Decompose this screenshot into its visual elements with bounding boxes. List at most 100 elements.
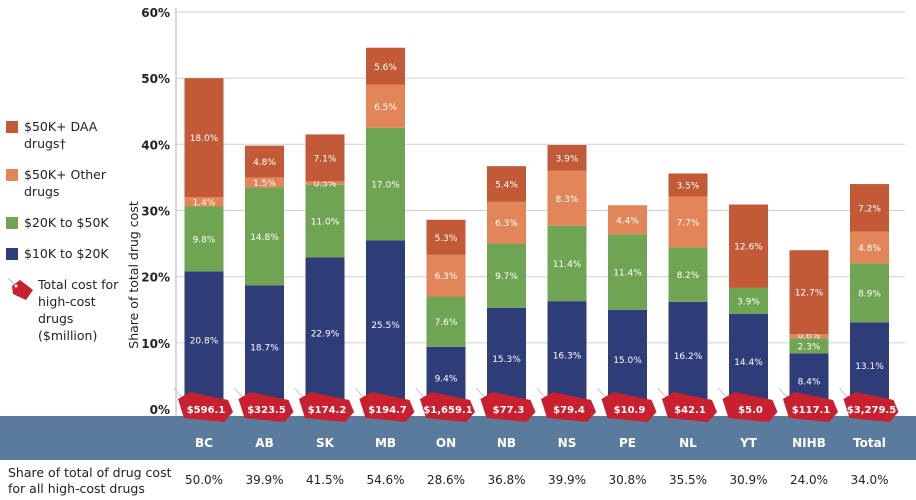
bar-segment-low [184, 271, 224, 416]
y-tick-label: 40% [141, 138, 170, 152]
cost-label: $10.9 [614, 405, 646, 416]
cost-label: $42.1 [674, 405, 706, 416]
data-label: 12.7% [795, 289, 824, 299]
legend-label: $50K+ Other drugs [24, 167, 106, 199]
data-label: 22.9% [311, 330, 340, 340]
category-label: MB [375, 436, 396, 450]
data-label: 6.3% [495, 219, 518, 229]
data-label: 0.5% [314, 180, 337, 190]
bar-segment-mid [789, 338, 829, 354]
legend-item-other: $50K+ Other drugs [6, 166, 124, 200]
cost-label: $323.5 [247, 405, 286, 416]
category-label: YT [739, 436, 758, 450]
data-label: 18.7% [250, 344, 279, 354]
bar-segment-mid [426, 296, 466, 347]
cost-label: $194.7 [368, 405, 407, 416]
bar-segment-mid [184, 206, 224, 272]
category-label: PE [619, 436, 636, 450]
data-label: 14.4% [734, 358, 763, 368]
data-label: 1.5% [253, 179, 276, 189]
y-tick-label: 60% [141, 6, 170, 20]
bar-segment-daa [850, 184, 889, 232]
bar-segment-daa [184, 78, 224, 198]
bar-segment-daa [305, 134, 345, 182]
price-tag [480, 392, 536, 422]
data-label: 16.2% [674, 352, 703, 362]
data-label: 9.8% [193, 235, 216, 245]
price-tag [420, 392, 475, 422]
legend-swatch [6, 248, 18, 260]
data-label: 20.8% [190, 337, 219, 347]
legend-swatch [6, 121, 18, 133]
y-tick-label: 50% [141, 72, 170, 86]
total-share-label: 24.0% [790, 473, 828, 487]
bar-segment-mid [547, 225, 587, 302]
data-label: 7.7% [677, 219, 700, 229]
cost-label: $5.0 [738, 405, 763, 416]
y-axis-title: Share of total drug cost [126, 201, 141, 349]
bar-segment-daa [668, 173, 708, 197]
data-label: 5.4% [495, 181, 518, 191]
data-label: 25.5% [371, 321, 400, 331]
legend-label: $50K+ DAA drugs† [24, 119, 98, 151]
cost-label: $596.1 [187, 405, 226, 416]
legend-item-low: $10K to $20K [6, 245, 124, 262]
total-share-label: 30.9% [729, 473, 767, 487]
category-label: NB [497, 436, 516, 450]
data-label: 7.6% [435, 318, 458, 328]
bar-segment-mid [366, 127, 405, 241]
price-tag-icon [7, 277, 33, 300]
total-share-label: 34.0% [850, 473, 888, 487]
data-label: 12.6% [734, 243, 763, 253]
data-label: 8.3% [556, 195, 579, 205]
total-share-label: 36.8% [487, 473, 525, 487]
legend: $50K+ DAA drugs† $50K+ Other drugs $20K … [6, 118, 124, 344]
cost-label: $3,279.5 [847, 405, 896, 416]
price-tag [359, 392, 415, 422]
bar-segment-other [850, 231, 889, 264]
bar-segment-other [789, 334, 829, 339]
bar-segment-mid [305, 184, 345, 258]
data-label: 13.1% [855, 362, 884, 372]
data-label: 18.0% [190, 134, 219, 144]
total-share-label: 30.8% [608, 473, 646, 487]
bar-segment-other [366, 84, 405, 128]
price-tag [601, 392, 657, 422]
y-tick-label: 30% [141, 205, 170, 219]
category-label: SK [316, 436, 335, 450]
data-label: 9.4% [435, 374, 458, 384]
price-tag [238, 392, 294, 422]
data-label: 17.0% [371, 181, 400, 191]
data-label: 3.5% [677, 182, 700, 192]
data-label: 1.4% [193, 198, 216, 208]
category-band [0, 416, 916, 460]
bar-segment-low [366, 240, 405, 416]
bar-segment-daa [547, 144, 587, 171]
bar-segment-other [426, 254, 466, 297]
bar-segment-daa [487, 166, 526, 202]
total-share-label: 39.9% [245, 473, 283, 487]
bar-segment-mid [729, 287, 768, 314]
data-label: 9.7% [495, 272, 518, 282]
cost-label: $174.2 [308, 405, 347, 416]
total-share-label: 50.0% [185, 473, 223, 487]
y-tick-label: 10% [141, 337, 170, 351]
bar-segment-daa [729, 204, 768, 288]
bar-segment-other [547, 170, 587, 226]
legend-item-mid: $20K to $50K [6, 214, 124, 231]
bar-segment-other [608, 205, 647, 235]
data-label: 5.6% [374, 63, 397, 73]
legend-label: $20K to $50K [24, 215, 109, 230]
bar-segment-other [487, 201, 526, 244]
price-tag [783, 392, 838, 422]
data-label: 8.9% [858, 289, 881, 299]
total-share-label: 54.6% [366, 473, 404, 487]
data-label: 8.4% [798, 378, 821, 388]
data-label: 2.3% [798, 342, 821, 352]
data-label: 3.9% [737, 297, 760, 307]
footer-label: Share of total of drug cost for all high… [8, 465, 172, 496]
bar-segment-mid [608, 234, 647, 310]
bar-segment-mid [668, 247, 708, 302]
bar-segment-daa [366, 47, 405, 85]
